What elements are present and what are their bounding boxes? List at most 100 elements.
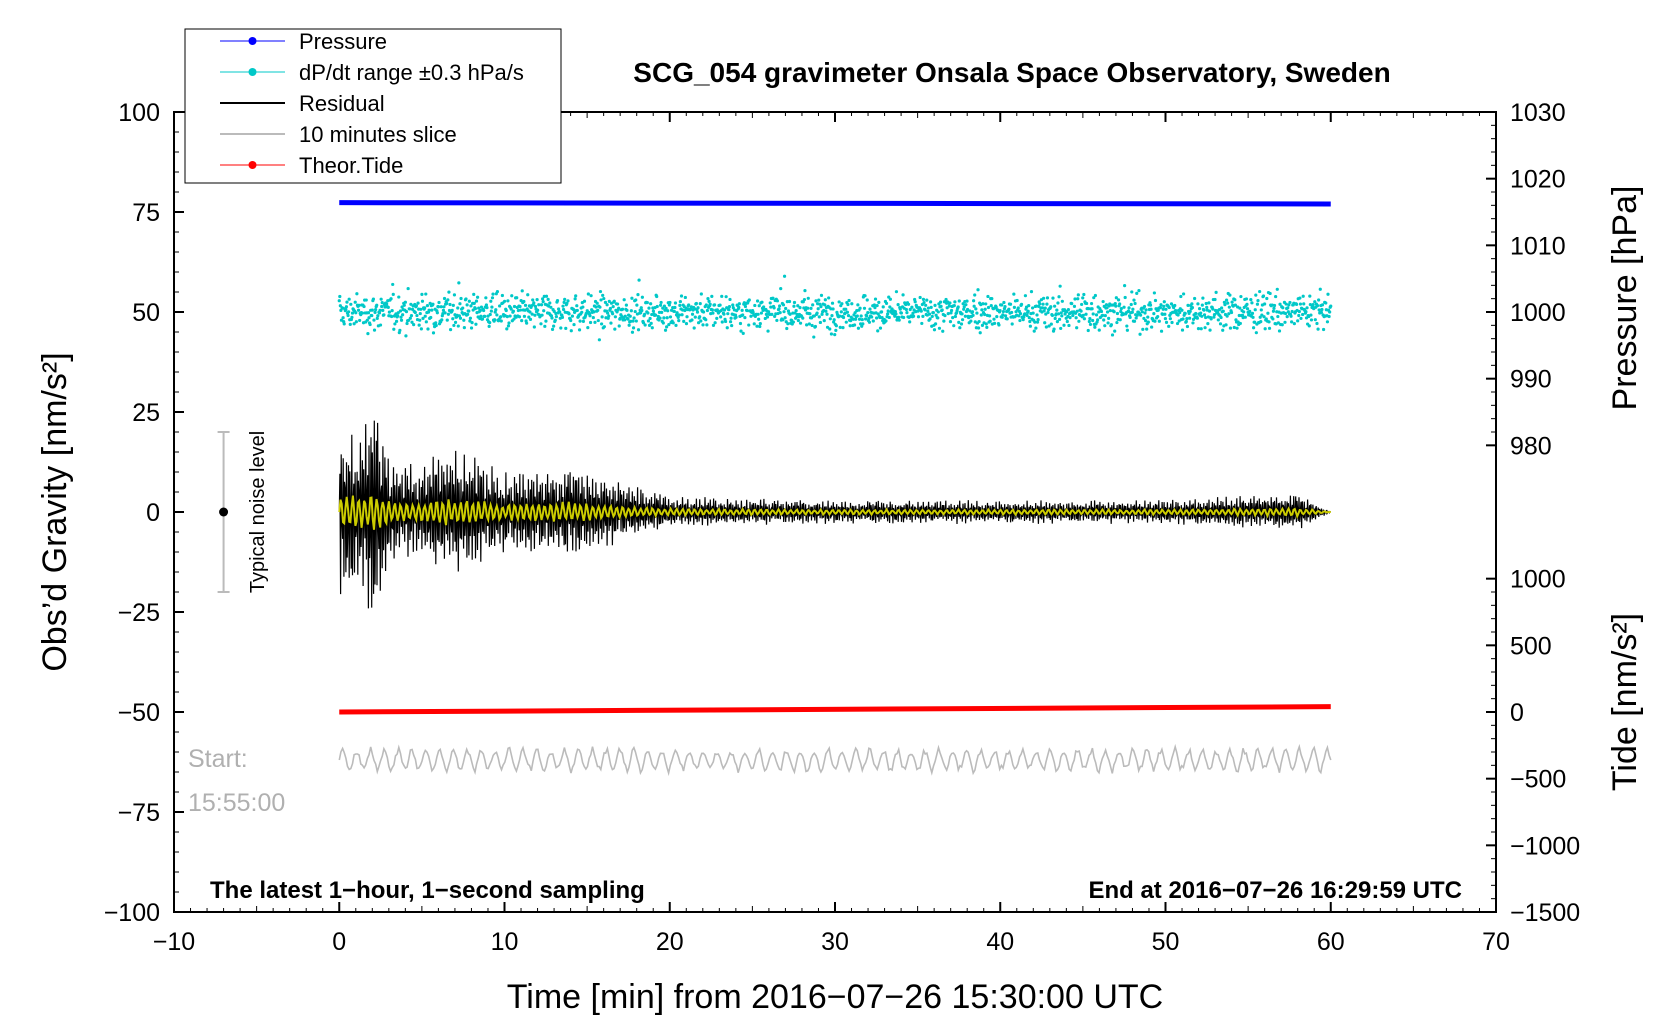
dpdt-point xyxy=(977,319,981,324)
dpdt-point xyxy=(345,300,349,304)
x-tick-label: 10 xyxy=(491,928,519,956)
dpdt-point xyxy=(1053,316,1057,321)
noise-level-label: Typical noise level xyxy=(247,431,269,593)
dpdt-point xyxy=(494,308,498,312)
dpdt-point xyxy=(625,308,629,312)
dpdt-point xyxy=(710,294,714,298)
dpdt-point xyxy=(1105,306,1109,310)
dpdt-point xyxy=(1110,333,1115,337)
y-left-tick-label: 100 xyxy=(118,99,160,127)
dpdt-point xyxy=(507,321,511,325)
dpdt-point xyxy=(542,309,546,313)
dpdt-point xyxy=(811,303,815,307)
dpdt-point xyxy=(570,314,574,318)
dpdt-point xyxy=(692,326,696,330)
dpdt-point xyxy=(1304,310,1308,314)
dpdt-point xyxy=(1115,320,1119,325)
dpdt-point xyxy=(948,301,952,305)
dpdt-point xyxy=(1050,313,1055,318)
dpdt-point xyxy=(1055,308,1059,312)
dpdt-point xyxy=(859,314,863,318)
dpdt-point xyxy=(452,293,457,297)
start-time: 15:55:00 xyxy=(188,789,285,817)
dpdt-point xyxy=(535,298,539,302)
dpdt-point xyxy=(390,309,394,313)
dpdt-point xyxy=(1081,313,1085,317)
dpdt-point xyxy=(749,314,753,318)
dpdt-point xyxy=(1272,306,1276,310)
slice-line xyxy=(338,743,1332,777)
dpdt-point xyxy=(611,305,615,309)
dpdt-point xyxy=(1294,302,1299,306)
dpdt-point xyxy=(602,325,606,329)
dpdt-point xyxy=(1038,302,1042,306)
dpdt-point xyxy=(865,298,869,302)
chart-title: SCG_054 gravimeter Onsala Space Observat… xyxy=(633,57,1390,88)
dpdt-point xyxy=(1326,292,1330,296)
dpdt-point xyxy=(987,314,992,318)
dpdt-point xyxy=(844,320,848,324)
pressure-tick-label: 1010 xyxy=(1510,232,1566,260)
dpdt-point xyxy=(1183,311,1187,316)
dpdt-point xyxy=(588,314,592,318)
dpdt-point xyxy=(837,300,841,304)
dpdt-point xyxy=(1056,301,1060,305)
pressure-tick-label: 980 xyxy=(1510,432,1552,460)
dpdt-point xyxy=(840,302,844,306)
dpdt-point xyxy=(818,302,822,306)
dpdt-point xyxy=(651,309,655,313)
dpdt-point xyxy=(1066,308,1071,312)
series-dpdt-range xyxy=(337,274,1333,342)
dpdt-point xyxy=(904,307,908,312)
dpdt-point xyxy=(382,313,386,317)
legend-label: Pressure xyxy=(299,29,387,54)
dpdt-point xyxy=(743,304,748,309)
dpdt-point xyxy=(572,322,576,327)
dpdt-point xyxy=(936,310,940,314)
dpdt-point xyxy=(1005,317,1009,321)
dpdt-point xyxy=(1146,320,1150,324)
dpdt-point xyxy=(1145,327,1149,331)
dpdt-point xyxy=(1140,310,1144,314)
dpdt-point xyxy=(1045,296,1050,300)
dpdt-point xyxy=(1170,320,1174,325)
dpdt-point xyxy=(951,315,955,320)
dpdt-point xyxy=(1167,324,1171,328)
dpdt-point xyxy=(474,299,479,303)
y-left-axis-title: Obs’d Gravity [nm/s²] xyxy=(36,352,74,671)
dpdt-point xyxy=(845,310,850,314)
dpdt-point xyxy=(947,304,951,308)
dpdt-point xyxy=(549,305,553,309)
dpdt-point xyxy=(1075,326,1079,330)
dpdt-point xyxy=(812,335,816,339)
dpdt-point xyxy=(1254,331,1258,335)
y-left-axis: −100 −75 −50 −25 0 25 50 75 100 xyxy=(104,99,184,927)
dpdt-point xyxy=(1239,294,1243,299)
dpdt-point xyxy=(1229,310,1234,315)
dpdt-point xyxy=(1313,318,1317,322)
dpdt-point xyxy=(1262,315,1266,319)
dpdt-point xyxy=(564,326,568,330)
dpdt-point xyxy=(857,317,862,321)
dpdt-point xyxy=(929,300,933,304)
dpdt-point xyxy=(1261,294,1266,298)
dpdt-point xyxy=(557,307,561,311)
residual-line xyxy=(338,420,1332,609)
dpdt-point xyxy=(580,310,584,314)
dpdt-point xyxy=(817,298,821,302)
dpdt-point xyxy=(1092,296,1096,300)
dpdt-point xyxy=(959,322,964,326)
dpdt-point xyxy=(1268,291,1272,296)
dpdt-point xyxy=(398,328,402,332)
dpdt-point xyxy=(828,317,832,321)
dpdt-point xyxy=(943,313,947,318)
dpdt-point xyxy=(1027,304,1031,308)
dpdt-point xyxy=(1127,306,1131,310)
dpdt-point xyxy=(913,300,917,304)
dpdt-point xyxy=(1267,320,1271,324)
dpdt-point xyxy=(962,305,966,309)
dpdt-point xyxy=(1185,316,1189,321)
dpdt-point xyxy=(649,321,653,325)
dpdt-point xyxy=(727,305,732,309)
